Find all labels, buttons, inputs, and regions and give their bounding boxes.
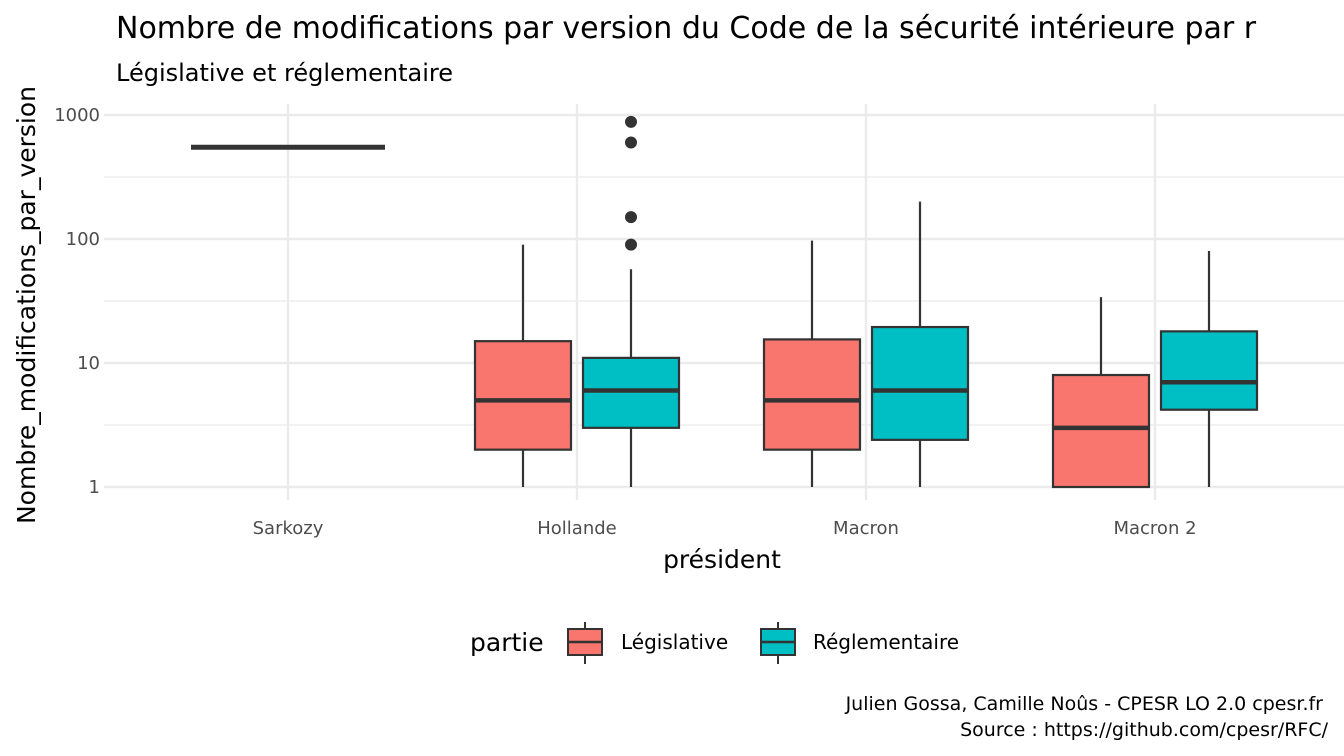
y-tick-label: 100 bbox=[66, 229, 100, 250]
y-tick-label: 1000 bbox=[54, 105, 100, 126]
legend-title: partie bbox=[470, 628, 544, 657]
legend-key-législative: Législative bbox=[567, 622, 728, 664]
box-body bbox=[1159, 330, 1259, 411]
x-axis-title: président bbox=[663, 545, 781, 574]
caption-source: Source : https://github.com/cpesr/RFC/ bbox=[960, 719, 1329, 741]
y-tick-labels: 1 10 100 1000 bbox=[54, 105, 100, 498]
plot-marks bbox=[191, 115, 1259, 489]
legend-label: Réglementaire bbox=[813, 630, 959, 654]
x-tick-label: Macron bbox=[833, 518, 899, 539]
box-body bbox=[1051, 373, 1151, 489]
outlier-point bbox=[625, 211, 637, 224]
box-législative-hollande bbox=[473, 244, 573, 487]
outlier-point bbox=[625, 136, 637, 149]
box-réglementaire-macron-2 bbox=[1159, 251, 1259, 487]
y-tick-label: 1 bbox=[89, 477, 100, 498]
legend-key-réglementaire: Réglementaire bbox=[760, 622, 959, 664]
outlier-point bbox=[625, 238, 637, 251]
box-body bbox=[870, 325, 970, 441]
x-tick-label: Hollande bbox=[537, 518, 617, 539]
chart-subtitle: Législative et réglementaire bbox=[116, 59, 453, 87]
legend: partie Législative Réglementaire bbox=[470, 622, 959, 664]
caption-credits: Julien Gossa, Camille Noûs - CPESR LO 2.… bbox=[845, 693, 1324, 715]
box-réglementaire-macron bbox=[870, 201, 970, 487]
x-tick-label: Sarkozy bbox=[253, 518, 324, 539]
box-body bbox=[762, 338, 862, 451]
x-tick-label: Macron 2 bbox=[1113, 518, 1196, 539]
plot-grid bbox=[104, 104, 1344, 500]
box-body bbox=[473, 340, 573, 451]
box-body bbox=[581, 356, 681, 429]
y-axis-title: Nombre_modifications_par_version bbox=[12, 86, 41, 524]
y-tick-label: 10 bbox=[77, 353, 100, 374]
outlier-point bbox=[625, 115, 637, 128]
legend-label: Législative bbox=[621, 630, 728, 654]
x-tick-labels: Sarkozy Hollande Macron Macron 2 bbox=[253, 518, 1197, 539]
box-réglementaire-hollande bbox=[581, 115, 681, 487]
box-législative-macron bbox=[762, 240, 862, 487]
box-législative-macron-2 bbox=[1051, 297, 1151, 489]
chart-title: Nombre de modifications par version du C… bbox=[116, 11, 1257, 46]
